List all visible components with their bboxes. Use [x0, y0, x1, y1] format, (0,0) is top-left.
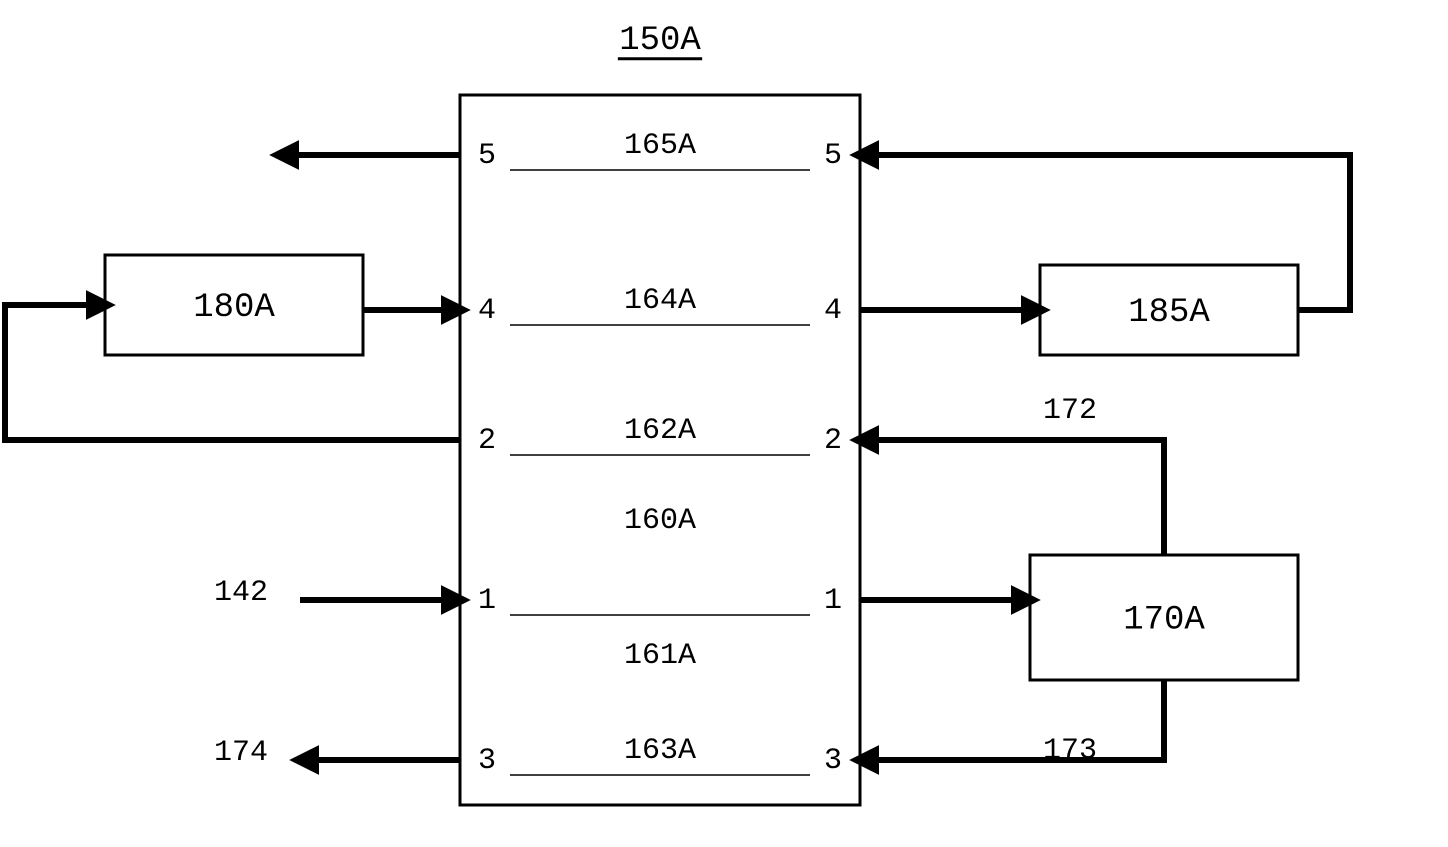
node-label-185A: 185A — [1128, 294, 1210, 332]
edge-label: 142 — [214, 576, 268, 610]
right-port-label: 2 — [824, 424, 842, 458]
inner-row-label: 164A — [624, 284, 696, 318]
left-port-label: 5 — [478, 139, 496, 173]
edge-label: 173 — [1043, 734, 1097, 768]
edge-label: 172 — [1043, 394, 1097, 428]
arrow-172-to-right-2 — [860, 440, 1164, 555]
inner-row-label: 160A — [624, 504, 696, 538]
node-label-170A: 170A — [1123, 601, 1205, 639]
inner-row-label: 165A — [624, 129, 696, 163]
left-port-label: 3 — [478, 744, 496, 778]
left-port-label: 4 — [478, 294, 496, 328]
inner-row-label: 163A — [624, 734, 696, 768]
inner-row-label: 161A — [624, 639, 696, 673]
right-port-label: 5 — [824, 139, 842, 173]
right-port-label: 3 — [824, 744, 842, 778]
right-port-label: 4 — [824, 294, 842, 328]
central-box — [460, 95, 860, 805]
diagram-title: 150A — [619, 22, 701, 60]
node-label-180A: 180A — [193, 289, 275, 327]
left-port-label: 2 — [478, 424, 496, 458]
left-port-label: 1 — [478, 584, 496, 618]
arrow-173-to-right-3 — [860, 680, 1164, 760]
right-port-label: 1 — [824, 584, 842, 618]
edge-label: 174 — [214, 736, 268, 770]
inner-row-label: 162A — [624, 414, 696, 448]
